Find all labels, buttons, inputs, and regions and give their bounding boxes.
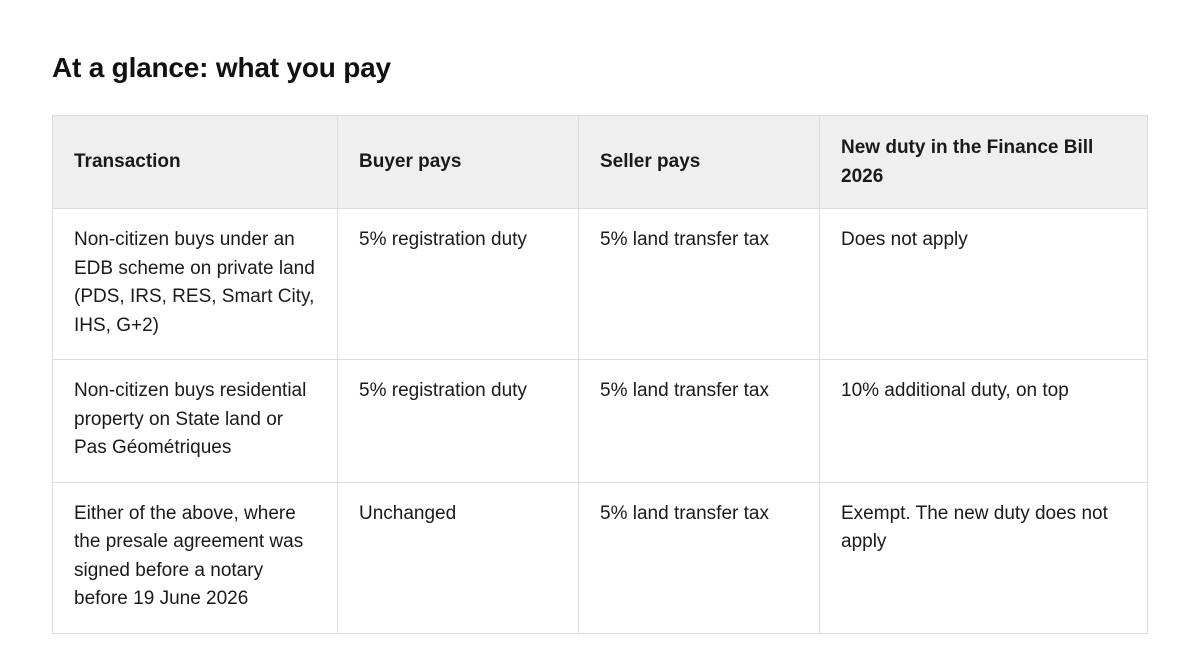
table-row: Either of the above, where the presale a… (52, 481, 1148, 634)
cell-buyer-pays: 5% registration duty (337, 359, 579, 483)
table-header: Transaction Buyer pays Seller pays New d… (52, 115, 1148, 209)
cell-seller-pays: 5% land transfer tax (578, 481, 820, 634)
cell-transaction: Non-citizen buys under an EDB scheme on … (52, 208, 338, 360)
column-header-buyer-pays: Buyer pays (337, 115, 579, 209)
column-header-new-duty: New duty in the Finance Bill 2026 (819, 115, 1148, 209)
cell-buyer-pays: 5% registration duty (337, 208, 579, 360)
cell-transaction: Either of the above, where the presale a… (52, 481, 338, 634)
cell-new-duty: 10% additional duty, on top (819, 359, 1148, 483)
table-row: Non-citizen buys under an EDB scheme on … (52, 208, 1148, 360)
header-row: Transaction Buyer pays Seller pays New d… (52, 115, 1148, 209)
cell-new-duty: Does not apply (819, 208, 1148, 360)
cell-transaction: Non-citizen buys residential property on… (52, 359, 338, 483)
column-header-transaction: Transaction (52, 115, 338, 209)
cell-buyer-pays: Unchanged (337, 481, 579, 634)
table-body: Non-citizen buys under an EDB scheme on … (52, 208, 1148, 634)
column-header-seller-pays: Seller pays (578, 115, 820, 209)
cell-seller-pays: 5% land transfer tax (578, 359, 820, 483)
cell-seller-pays: 5% land transfer tax (578, 208, 820, 360)
summary-table: Transaction Buyer pays Seller pays New d… (52, 115, 1148, 634)
page-title: At a glance: what you pay (52, 52, 391, 83)
table-row: Non-citizen buys residential property on… (52, 359, 1148, 483)
cell-new-duty: Exempt. The new duty does not apply (819, 481, 1148, 634)
